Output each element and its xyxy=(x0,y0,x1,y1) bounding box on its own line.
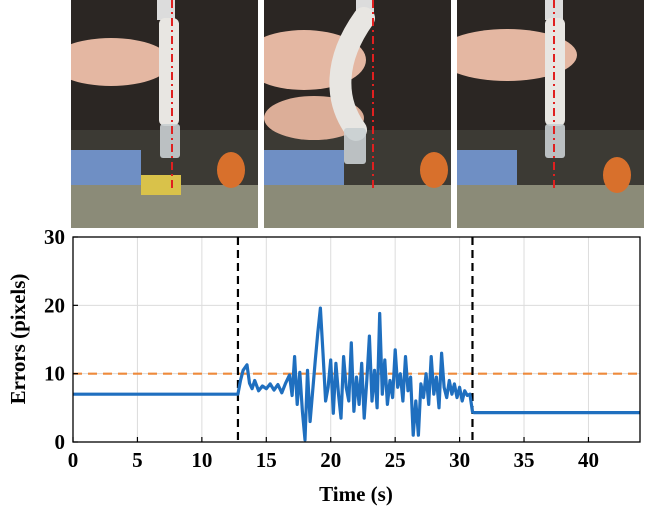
y-axis-title: Errors (pixels) xyxy=(6,274,30,405)
photo-pressed-panel xyxy=(264,0,451,228)
error-line-chart: 0 5 10 15 20 25 30 35 40 0 10 20 30 Time (s) Errors… xyxy=(6,228,641,506)
x-tick-label-6: 30 xyxy=(449,448,470,472)
y-tick-label-1: 10 xyxy=(44,362,65,386)
photo-rest xyxy=(71,0,258,228)
plot-frame xyxy=(72,236,641,443)
x-tick-label-3: 15 xyxy=(256,448,277,472)
photo-rest-panel xyxy=(71,0,258,228)
x-axis-ticks: 0 5 10 15 20 25 30 35 40 xyxy=(68,437,599,472)
x-tick-label-7: 35 xyxy=(514,448,535,472)
y-axis-ticks: 0 10 20 30 xyxy=(44,228,78,454)
y-tick-label-0: 0 xyxy=(55,430,66,454)
x-tick-label-2: 10 xyxy=(191,448,212,472)
x-tick-label-1: 5 xyxy=(132,448,143,472)
x-axis-title: Time (s) xyxy=(319,482,393,506)
y-tick-label-2: 20 xyxy=(44,293,65,317)
photo-released xyxy=(457,0,644,228)
x-tick-label-0: 0 xyxy=(68,448,79,472)
y-tick-label-3: 30 xyxy=(44,228,65,249)
series-layer xyxy=(73,306,640,442)
plot-area xyxy=(73,237,640,442)
photo-released-panel xyxy=(457,0,644,228)
x-tick-label-5: 25 xyxy=(385,448,406,472)
x-tick-label-8: 40 xyxy=(578,448,599,472)
x-tick-label-4: 20 xyxy=(320,448,341,472)
series-line-0 xyxy=(73,306,640,442)
photo-pressed xyxy=(264,0,451,228)
